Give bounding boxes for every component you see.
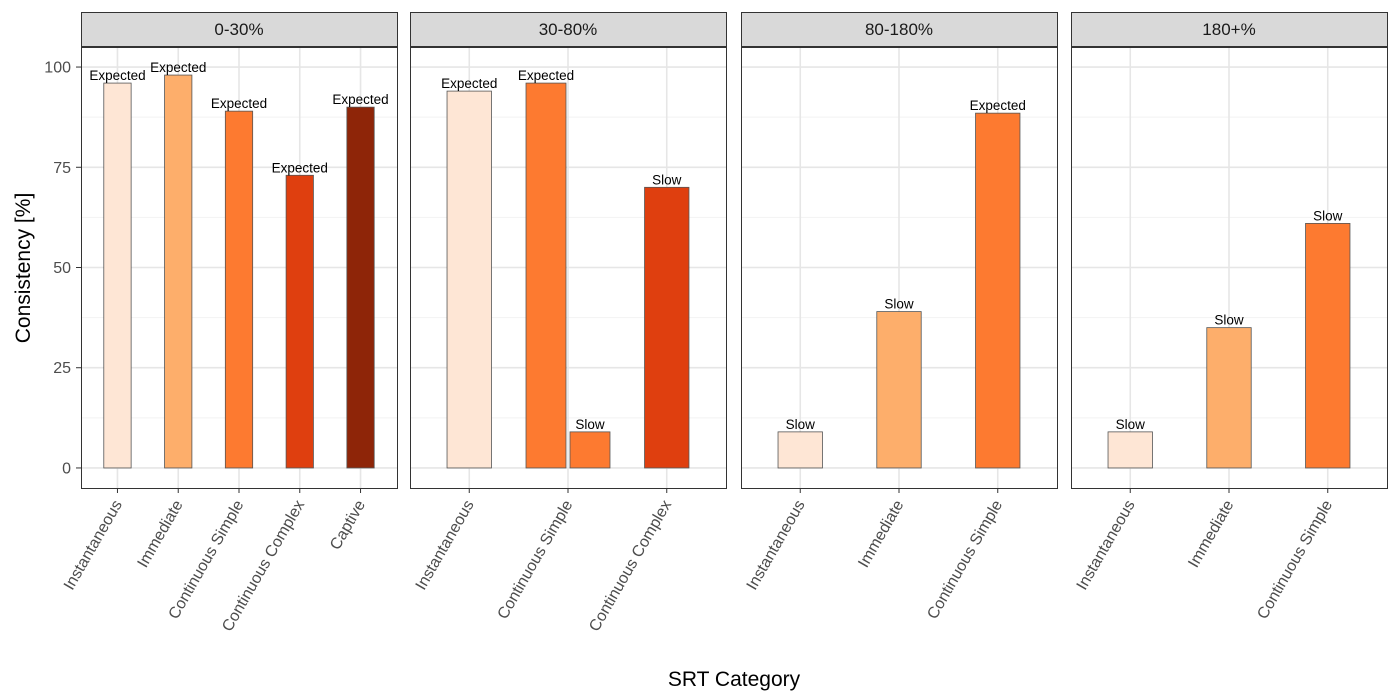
bar-data-label: Expected (970, 98, 1026, 113)
bar-data-label: Expected (272, 160, 328, 175)
bar (164, 74, 193, 469)
bar-data-label: Expected (441, 76, 497, 91)
bar (644, 186, 690, 469)
bar-data-label: Slow (1116, 417, 1146, 432)
bar-data-label: Expected (332, 92, 388, 107)
bar (224, 110, 254, 469)
y-tick-label: 100 (44, 60, 71, 77)
panels: 0-30% Expected Expected Expected Expected Exp… (61, 12, 1388, 635)
x-tick-label: Immediate (1185, 497, 1237, 570)
bar-data-label: Slow (786, 417, 816, 432)
facet-strip-label: 180+% (1202, 20, 1255, 39)
y-tick-label: 50 (53, 260, 71, 277)
x-axis-title: SRT Category (668, 668, 801, 691)
x-tick-label: Immediate (855, 497, 907, 570)
y-tick-label: 25 (53, 360, 71, 377)
bar-data-label: Expected (150, 60, 206, 75)
x-tick-label: Instantaneous (744, 498, 809, 594)
bar (1305, 222, 1351, 469)
bar (1206, 327, 1252, 469)
y-tick-label: 75 (53, 160, 71, 177)
x-tick-label: Instantaneous (61, 498, 126, 594)
bar (103, 82, 132, 469)
y-axis: 0 25 50 75 100 (44, 60, 81, 477)
bar-data-label: Expected (89, 68, 145, 83)
bar (1107, 431, 1153, 469)
x-tick-label: Captive (327, 497, 369, 553)
bar-data-label: Slow (652, 172, 682, 187)
x-tick-label: Instantaneous (1074, 498, 1139, 594)
y-tick-label: 0 (62, 460, 71, 477)
y-axis-title: Consistency [%] (12, 193, 35, 344)
x-tick-label: Continuous Simple (495, 497, 577, 622)
x-tick-label: Instantaneous (413, 498, 478, 594)
facet-strip-label: 0-30% (214, 20, 263, 39)
bar-data-label: Expected (211, 96, 267, 111)
bar-data-label: Slow (575, 417, 605, 432)
facet-panel: 80-180% Slow Slow Expected Instantaneous Imme… (741, 12, 1058, 622)
bar (975, 112, 1021, 469)
x-tick-label: Continuous Simple (924, 497, 1006, 622)
x-tick-label: Continuous Complex (586, 498, 675, 635)
facet-panel: 30-80% Expected Expected Slow Slow Instantane… (410, 12, 727, 635)
bar-data-label: Slow (884, 297, 914, 312)
facet-strip (741, 12, 1058, 47)
x-tick-label: Immediate (135, 497, 187, 570)
facet-strip-label: 30-80% (539, 20, 598, 39)
bar-data-label: Expected (518, 68, 574, 83)
bar (569, 431, 611, 469)
facet-strip-label: 80-180% (865, 20, 933, 39)
bar (446, 90, 492, 469)
bar (876, 311, 922, 469)
facet-panel: 0-30% Expected Expected Expected Expected Exp… (61, 12, 398, 635)
facet-strip (81, 12, 398, 47)
facet-strip (1071, 12, 1388, 47)
bar (525, 82, 567, 469)
bar (346, 106, 375, 469)
bar (777, 431, 823, 469)
facet-strip (410, 12, 727, 47)
bar-data-label: Slow (1313, 208, 1343, 223)
facet-panel: 180+% Slow Slow Slow Instantaneous Immediate C… (1071, 12, 1388, 622)
bar (285, 174, 314, 469)
bar-data-label: Slow (1214, 313, 1244, 328)
x-tick-label: Continuous Simple (1254, 497, 1336, 622)
